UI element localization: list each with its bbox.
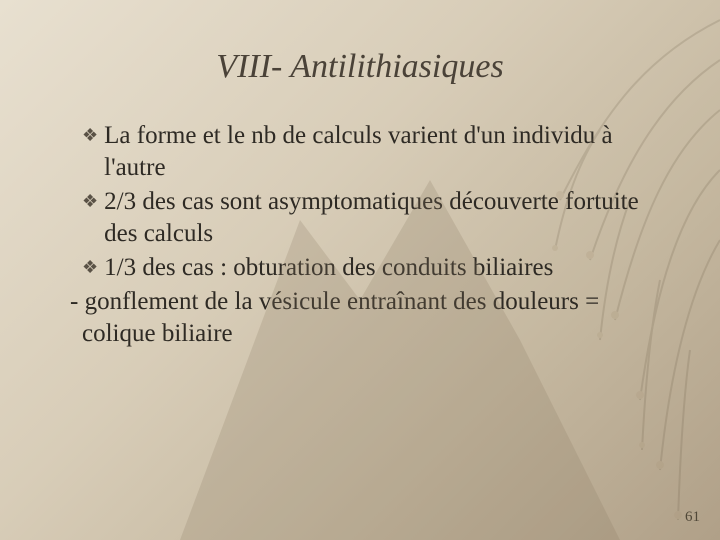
bullet-text: La forme et le nb de calculs varient d'u…	[104, 120, 650, 184]
bullet-item: ❖ 1/3 des cas : obturation des conduits …	[82, 252, 650, 284]
dash-item: - gonflement de la vésicule entraînant d…	[60, 286, 650, 350]
diamond-bullet-icon: ❖	[82, 252, 98, 282]
diamond-bullet-icon: ❖	[82, 186, 98, 216]
slide-container: VIII- Antilithiasiques ❖ La forme et le …	[0, 0, 720, 540]
dash-text: - gonflement de la vésicule entraînant d…	[60, 286, 650, 350]
bullet-item: ❖ 2/3 des cas sont asymptomatiques décou…	[82, 186, 650, 250]
page-number: 61	[685, 509, 700, 526]
slide-title: VIII- Antilithiasiques	[60, 48, 660, 86]
bullet-text: 2/3 des cas sont asymptomatiques découve…	[104, 186, 650, 250]
bullet-item: ❖ La forme et le nb de calculs varient d…	[82, 120, 650, 184]
slide-body: ❖ La forme et le nb de calculs varient d…	[60, 120, 660, 350]
bullet-text: 1/3 des cas : obturation des conduits bi…	[104, 252, 650, 284]
diamond-bullet-icon: ❖	[82, 120, 98, 150]
